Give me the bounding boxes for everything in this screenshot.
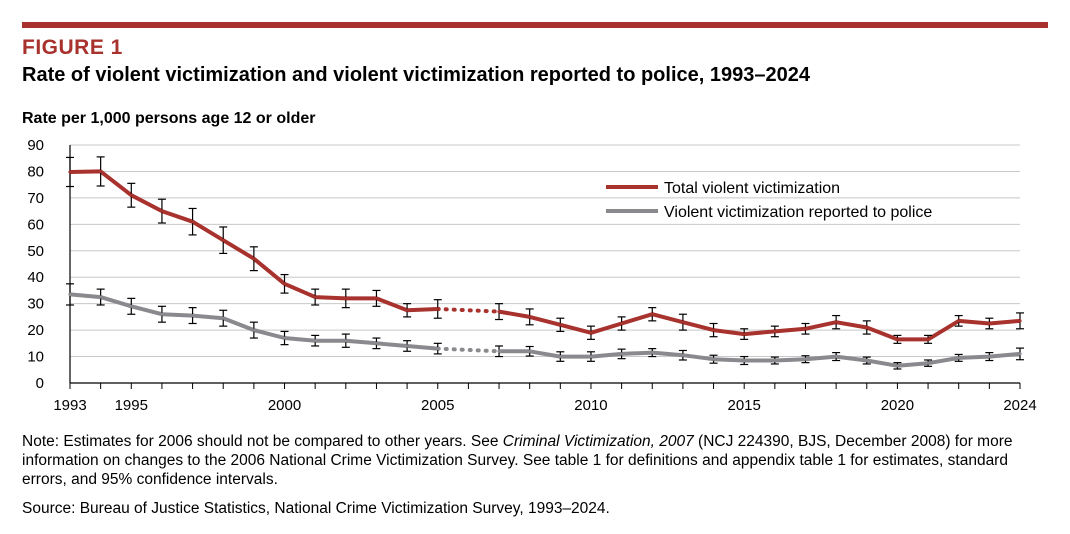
data-point xyxy=(895,364,900,368)
data-point xyxy=(282,282,287,286)
data-point xyxy=(742,358,746,363)
note-publication-title: Criminal Victimization, 2007 xyxy=(502,433,694,450)
data-point xyxy=(374,341,379,345)
y-tick-label: 30 xyxy=(27,296,44,313)
y-tick-label: 90 xyxy=(27,137,44,154)
series-gap-bridge xyxy=(435,346,502,354)
top-accent-rule xyxy=(22,22,1048,28)
data-point xyxy=(374,296,379,300)
data-point xyxy=(436,307,440,311)
note-text: Note: Estimates for 2006 should not be c… xyxy=(22,433,503,450)
data-point xyxy=(160,312,164,316)
data-point xyxy=(190,220,195,224)
x-tick-label: 2015 xyxy=(728,397,761,414)
data-point xyxy=(160,209,164,213)
data-point xyxy=(405,308,409,312)
data-point xyxy=(129,304,133,308)
data-point xyxy=(313,339,317,343)
data-point xyxy=(344,296,348,300)
x-tick-label: 2024 xyxy=(1003,397,1036,414)
data-point xyxy=(436,347,440,351)
legend-label: Total violent victimization xyxy=(664,180,840,197)
data-point xyxy=(589,354,593,359)
data-point xyxy=(221,316,225,320)
data-point xyxy=(620,321,624,326)
data-point xyxy=(957,319,961,323)
data-point xyxy=(344,339,348,343)
data-point xyxy=(834,354,838,359)
data-point xyxy=(650,350,654,355)
data-point xyxy=(681,353,685,357)
data-point xyxy=(1018,319,1022,323)
legend-label: Violent victimization reported to police xyxy=(664,204,932,221)
data-point xyxy=(558,354,562,359)
x-tick-label: 1993 xyxy=(53,397,86,414)
data-point xyxy=(957,356,961,360)
data-point xyxy=(773,358,777,363)
y-tick-label: 50 xyxy=(27,243,44,260)
data-point xyxy=(190,313,195,318)
data-point xyxy=(711,357,716,361)
series-line-1 xyxy=(69,169,438,313)
y-tick-label: 20 xyxy=(27,322,44,339)
chart-source: Source: Bureau of Justice Statistics, Na… xyxy=(22,500,610,517)
data-point xyxy=(926,361,930,365)
y-axis-title: Rate per 1,000 persons age 12 or older xyxy=(22,110,316,127)
x-tick-label: 2020 xyxy=(881,397,914,414)
data-point xyxy=(313,295,317,299)
data-point xyxy=(865,358,869,363)
note-text-continued: (NCJ 224390, BJS, December 2008) for mor… xyxy=(22,433,1013,488)
data-point xyxy=(528,349,532,353)
data-point xyxy=(650,312,654,316)
data-point xyxy=(99,295,103,299)
y-tick-label: 70 xyxy=(27,190,44,207)
data-point xyxy=(405,344,409,348)
data-point xyxy=(620,352,624,356)
data-point xyxy=(558,323,562,327)
y-tick-label: 10 xyxy=(27,349,44,366)
data-point xyxy=(987,354,991,359)
y-tick-label: 0 xyxy=(36,375,44,392)
data-point xyxy=(68,170,72,174)
data-point xyxy=(497,349,501,353)
figure-title: Rate of violent victimization and violen… xyxy=(22,64,810,86)
data-point xyxy=(221,238,225,242)
data-point xyxy=(926,337,930,341)
series-line-2 xyxy=(499,349,1021,368)
data-point xyxy=(803,357,808,361)
x-tick-label: 2005 xyxy=(421,397,454,414)
data-point xyxy=(865,325,869,330)
data-point xyxy=(742,332,746,336)
data-point xyxy=(589,331,593,335)
x-tick-label: 1995 xyxy=(115,397,148,414)
y-tick-label: 40 xyxy=(27,269,44,286)
data-point xyxy=(834,320,838,324)
data-point xyxy=(803,327,808,331)
y-tick-label: 80 xyxy=(27,163,44,180)
figure-label: FIGURE 1 xyxy=(22,36,123,59)
series-gap-bridge xyxy=(435,306,502,314)
data-point xyxy=(68,292,72,297)
data-point xyxy=(252,328,256,332)
data-point xyxy=(681,320,685,324)
data-point xyxy=(252,257,256,261)
data-point xyxy=(895,337,900,341)
data-point xyxy=(773,329,777,334)
x-tick-label: 2000 xyxy=(268,397,301,414)
data-point xyxy=(282,336,287,340)
data-point xyxy=(987,321,991,326)
data-point xyxy=(99,169,103,174)
x-tick-label: 2010 xyxy=(574,397,607,414)
data-point xyxy=(497,310,501,314)
y-tick-label: 60 xyxy=(27,216,44,233)
series-line-1 xyxy=(498,309,1021,342)
line-chart: 0 10 20 30 40 50 60 70 80 90 1993 1995 2000 2005 2010 2… xyxy=(27,137,1036,414)
data-point xyxy=(1018,352,1022,356)
data-point xyxy=(528,315,532,319)
chart-note: Note: Estimates for 2006 should not be c… xyxy=(22,432,1052,489)
data-point xyxy=(129,193,133,197)
data-point xyxy=(711,328,716,332)
